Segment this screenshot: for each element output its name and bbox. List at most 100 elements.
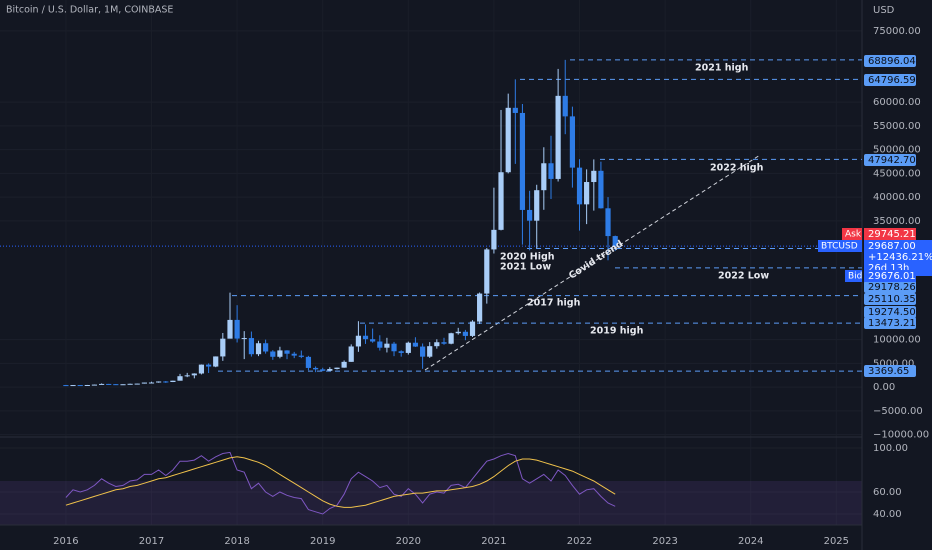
candle-body — [534, 190, 540, 221]
candle-body — [405, 342, 411, 353]
candle-body — [612, 236, 618, 247]
currency-label: USD — [873, 5, 895, 16]
annotation: 2021 high — [695, 63, 749, 74]
candle-body — [120, 384, 126, 386]
x-tick-label: 2021 — [481, 536, 506, 547]
candle-body — [141, 382, 148, 384]
candle-body — [562, 95, 568, 117]
candle-body — [163, 381, 169, 383]
rsi-tick-label: 60.00 — [873, 487, 902, 498]
y-tick-label: 50000.00 — [873, 145, 921, 156]
candle-body — [298, 355, 304, 357]
candle-body — [106, 383, 112, 385]
candle-body — [420, 346, 426, 357]
level-tag-label: 19274.50 — [868, 307, 916, 318]
candle-body — [605, 208, 611, 237]
candle-body — [220, 338, 226, 357]
y-tick-label: −10000.00 — [873, 430, 929, 441]
candle-body — [184, 375, 190, 377]
candle-body — [63, 385, 69, 387]
level-tag — [864, 306, 916, 318]
annotation: 2017 high — [527, 298, 581, 309]
x-tick-label: 2024 — [738, 536, 763, 547]
candle-body — [348, 346, 354, 362]
annotation: 2019 high — [590, 326, 644, 337]
candle-body — [398, 351, 404, 353]
candle-body — [527, 209, 533, 221]
candle-body — [377, 341, 383, 348]
x-tick-label: 2018 — [224, 536, 249, 547]
level-tag — [864, 293, 916, 305]
rsi-tick-label: 100.00 — [873, 443, 908, 454]
candle-body — [362, 335, 369, 340]
x-tick-label: 2023 — [652, 536, 677, 547]
level-tag-label: 64796.59 — [868, 75, 916, 86]
candle-body — [584, 182, 590, 205]
rsi — [65, 451, 616, 515]
y-tick-label: 10000.00 — [873, 335, 921, 346]
candle-body — [462, 331, 469, 336]
candle-body — [498, 172, 504, 230]
y-tick-label: 35000.00 — [873, 216, 921, 227]
candle-body — [598, 170, 604, 209]
candle-body — [334, 367, 340, 369]
candle-body — [198, 364, 205, 374]
symbol-label: BTCUSD — [821, 242, 858, 252]
level-tag-label: 68896.04 — [868, 56, 916, 67]
level-tag-label: 29178.26 — [868, 282, 916, 293]
candle-body — [341, 361, 347, 368]
candle-body — [519, 112, 526, 210]
y-tick-label: 0.00 — [873, 382, 895, 393]
level-tag-label: 3369.65 — [868, 366, 909, 377]
candle-body — [255, 343, 262, 355]
ask-label: Ask — [845, 230, 862, 240]
annotation: 2022 Low — [718, 271, 769, 282]
level-tag-label: 13473.21 — [868, 318, 916, 329]
level-tag-label: 47942.70 — [868, 155, 916, 166]
candle-body — [284, 350, 290, 354]
candle-body — [99, 383, 105, 385]
bid-value: 29676.01 — [868, 271, 916, 282]
candle-body — [384, 343, 390, 348]
candle-body — [234, 319, 240, 339]
candle-body — [370, 339, 376, 342]
candle-body — [448, 333, 454, 344]
y-tick-label: 75000.00 — [873, 26, 921, 37]
candle-body — [427, 346, 433, 357]
ask-value: 29745.21 — [868, 229, 916, 240]
level-tag — [864, 317, 916, 329]
rsi-band — [0, 481, 862, 525]
candle-body — [91, 384, 98, 386]
candle-body — [434, 342, 440, 347]
candle-body — [127, 383, 133, 385]
levels — [0, 59, 862, 372]
candle-body — [206, 364, 212, 367]
candle-body — [569, 116, 576, 168]
rsi-line — [65, 456, 616, 508]
bid-tag — [864, 270, 916, 282]
y-tick-label: 55000.00 — [873, 121, 921, 132]
chart-title: Bitcoin / U.S. Dollar, 1M, COINBASE — [6, 5, 173, 16]
candle-body — [241, 338, 247, 340]
x-tick-label: 2020 — [396, 536, 421, 547]
candle-body — [77, 385, 83, 387]
level-tag — [864, 55, 916, 67]
annotation: 2022 high — [710, 163, 764, 174]
change-value: +12436.21% — [868, 252, 932, 263]
x-tick-label: 2017 — [139, 536, 164, 547]
x-tick-label: 2022 — [567, 536, 592, 547]
candle-body — [412, 342, 419, 347]
candle-body — [291, 353, 297, 356]
trend-line — [424, 154, 761, 371]
y-tick-label: 5000.00 — [873, 358, 914, 369]
candle-body — [70, 385, 76, 387]
rsi-line — [65, 451, 616, 515]
level-tag — [864, 365, 916, 377]
candle-body — [248, 338, 255, 355]
candle-body — [441, 342, 447, 344]
bid-label: Bid — [848, 272, 862, 282]
candle-body — [148, 382, 155, 384]
candle-body — [484, 249, 490, 294]
candle-body — [313, 367, 319, 370]
